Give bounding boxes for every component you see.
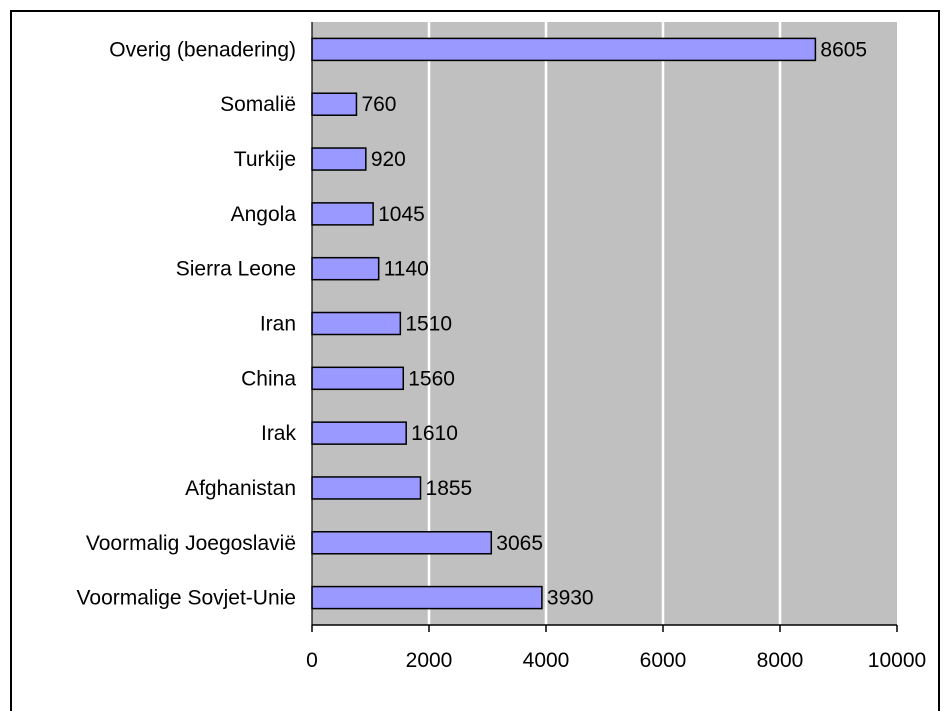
x-axis: 0 2000 4000 6000 8000 10000 <box>306 22 926 672</box>
x-tick-label: 6000 <box>640 649 687 672</box>
data-label: 920 <box>371 148 406 171</box>
data-label: 1140 <box>384 258 429 281</box>
bar <box>311 37 817 62</box>
bar <box>311 585 543 610</box>
bar <box>311 366 405 391</box>
bar <box>311 147 367 171</box>
x-tick-label: 2000 <box>406 649 453 672</box>
category-label: China <box>241 367 296 390</box>
data-label: 1855 <box>426 477 473 500</box>
bar <box>311 531 493 555</box>
data-label: 760 <box>361 93 396 116</box>
data-label: 3065 <box>496 532 543 555</box>
value-labels: 8605 760 920 1045 1140 1510 1560 1610 1855 3065 39… <box>361 38 867 609</box>
category-label: Sierra Leone <box>176 258 296 281</box>
data-label: 1045 <box>378 203 425 226</box>
category-label: Turkije <box>234 148 296 171</box>
x-tick-label: 10000 <box>868 649 926 672</box>
category-label: Iran <box>260 313 296 336</box>
gridlines <box>427 22 782 625</box>
plot-area <box>312 22 897 625</box>
category-label: Voormalig Joegoslavië <box>86 532 296 555</box>
data-label: 8605 <box>820 38 867 61</box>
bar <box>311 476 422 500</box>
data-label: 3930 <box>547 587 594 610</box>
data-label: 1610 <box>411 422 458 445</box>
x-tick-label: 8000 <box>757 649 804 672</box>
bar <box>311 202 374 226</box>
bar <box>311 92 358 116</box>
category-label: Afghanistan <box>185 477 296 500</box>
data-label: 1560 <box>408 367 455 390</box>
bar <box>311 311 402 336</box>
x-tick-label: 0 <box>306 649 318 672</box>
bars <box>311 37 817 610</box>
category-label: Overig (benadering) <box>109 38 296 61</box>
category-label: Voormalige Sovjet-Unie <box>77 587 296 610</box>
x-tick-label: 4000 <box>523 649 570 672</box>
bar <box>311 421 407 445</box>
category-label: Irak <box>261 422 297 445</box>
bar <box>311 256 380 281</box>
category-label: Angola <box>231 203 297 226</box>
data-label: 1510 <box>405 313 452 336</box>
category-labels: Overig (benadering) Somalië Turkije Angola S… <box>77 38 297 609</box>
category-label: Somalië <box>220 93 296 116</box>
